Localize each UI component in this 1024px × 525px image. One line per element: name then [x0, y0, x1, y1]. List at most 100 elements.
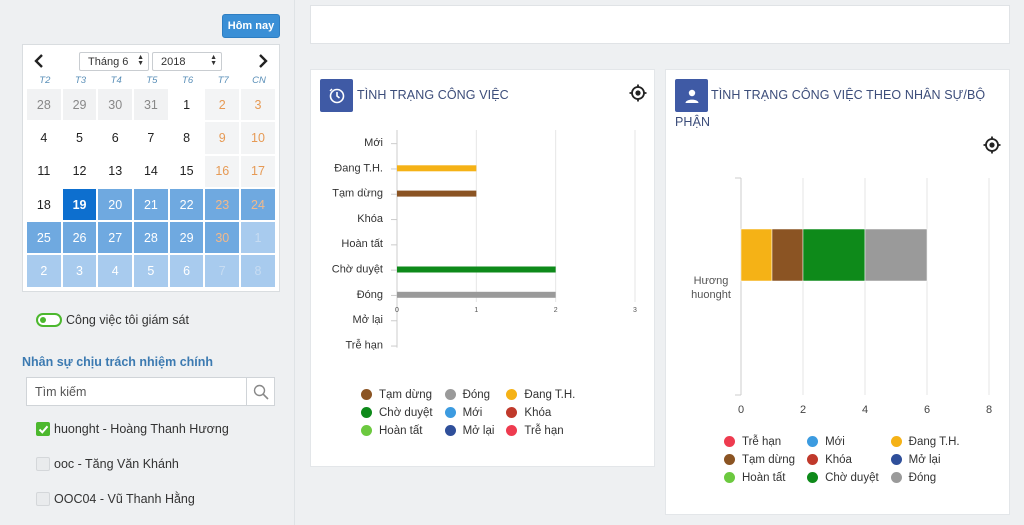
category-label: Mở lại	[353, 314, 383, 326]
calendar-day[interactable]: 25	[27, 222, 61, 254]
category-label: Chờ duyệt	[332, 264, 383, 276]
clock-icon	[320, 79, 353, 112]
legend-dot-icon	[444, 407, 456, 418]
calendar-day[interactable]: 16	[205, 155, 240, 187]
calendar-day[interactable]: 6	[169, 255, 204, 287]
legend-item[interactable]: Tạm dừng	[724, 451, 795, 468]
sidebar: Hôm nay Tháng 6 ▲ ▼ 2018 ▲ ▼ T2 T3 T4 T5 T6 T7 C…	[0, 0, 295, 525]
legend-label: Trễ hạn	[742, 435, 782, 448]
calendar-day[interactable]: 3	[241, 89, 275, 121]
legend-dot-icon	[444, 425, 456, 436]
calendar-day[interactable]: 4	[27, 122, 61, 154]
x-tick-label: 6	[924, 404, 930, 416]
calendar-day[interactable]: 5	[62, 122, 97, 154]
responsible-title: Nhân sự chịu trách nhiệm chính	[22, 355, 214, 369]
calendar-day[interactable]: 3	[62, 255, 97, 287]
calendar-day[interactable]: 7	[205, 255, 240, 287]
calendar-day[interactable]: 13	[98, 155, 133, 187]
legend-dot-icon	[506, 407, 518, 418]
locate-icon[interactable]	[629, 84, 647, 102]
legend-label: Tạm dừng	[742, 453, 796, 466]
x-tick-label: 0	[738, 404, 744, 416]
legend-item[interactable]: Tạm dừng	[361, 386, 433, 403]
calendar-day[interactable]: 7	[134, 122, 168, 154]
x-tick-label: 2	[554, 307, 558, 314]
calendar-day[interactable]: 10	[241, 122, 275, 154]
supervise-toggle[interactable]	[36, 313, 62, 327]
calendar-day[interactable]: 28	[134, 222, 168, 254]
calendar-day[interactable]: 24	[241, 188, 275, 221]
calendar-day[interactable]: 9	[205, 122, 240, 154]
legend-item[interactable]: Trễ hạn	[506, 422, 575, 439]
select-arrows-icon: ▲ ▼	[210, 54, 217, 67]
checkbox-checked-icon[interactable]	[36, 422, 50, 436]
legend-item[interactable]: Đóng	[444, 386, 495, 403]
calendar-day[interactable]: 1	[169, 89, 204, 121]
calendar-day[interactable]: 21	[134, 188, 168, 221]
month-select[interactable]: Tháng 6 ▲ ▼	[79, 52, 149, 71]
calendar-day[interactable]: 31	[134, 89, 168, 121]
weekday-label: T7	[217, 75, 229, 86]
calendar-day[interactable]: 26	[62, 222, 97, 254]
calendar-day[interactable]: 8	[169, 122, 204, 154]
legend-item[interactable]: Đóng	[890, 469, 960, 486]
calendar-day[interactable]: 12	[62, 155, 97, 187]
person-item[interactable]: ooc - Tăng Văn Khánh	[36, 457, 179, 471]
calendar-day[interactable]: 4	[98, 255, 133, 287]
calendar-day[interactable]: 22	[169, 188, 204, 221]
checkbox-icon[interactable]	[36, 492, 50, 506]
legend-item[interactable]: Khóa	[506, 404, 575, 421]
calendar-day[interactable]: 14	[134, 155, 168, 187]
legend-item[interactable]: Đang T.H.	[890, 433, 960, 450]
calendar-day[interactable]: 17	[241, 155, 275, 187]
legend-item[interactable]: Mới	[807, 433, 879, 450]
legend-item[interactable]: Chờ duyệt	[807, 469, 879, 486]
legend-item[interactable]: Hoàn tất	[361, 422, 433, 439]
stacked-bar-segment	[864, 228, 928, 282]
stacked-bar-segment	[802, 228, 866, 282]
prev-month-icon[interactable]	[27, 49, 51, 73]
year-select[interactable]: 2018 ▲ ▼	[152, 52, 222, 71]
search-icon[interactable]	[246, 378, 274, 405]
calendar-day[interactable]: 2	[27, 255, 61, 287]
calendar-day[interactable]: 29	[62, 89, 97, 121]
person-item[interactable]: OOC04 - Vũ Thanh Hằng	[36, 492, 195, 506]
legend-item[interactable]: Mở lại	[890, 451, 960, 468]
person-item[interactable]: huonght - Hoàng Thanh Hương	[36, 422, 229, 436]
legend-item[interactable]: Trễ hạn	[724, 433, 795, 450]
locate-icon[interactable]	[983, 136, 1001, 154]
legend-item[interactable]: Khóa	[807, 451, 879, 468]
checkbox-icon[interactable]	[36, 457, 50, 471]
calendar-day[interactable]: 18	[27, 188, 61, 221]
legend-dot-icon	[807, 454, 819, 465]
calendar-day-selected[interactable]: 19	[62, 188, 97, 221]
calendar-day[interactable]: 30	[205, 222, 240, 254]
top-bar	[310, 5, 1010, 44]
calendar-day[interactable]: 29	[169, 222, 204, 254]
legend-label: Tạm dừng	[379, 388, 433, 401]
search-input[interactable]	[27, 378, 242, 405]
search-box	[26, 377, 275, 406]
legend-item[interactable]: Chờ duyệt	[361, 404, 433, 421]
legend-item[interactable]: Hoàn tất	[724, 469, 795, 486]
calendar-day[interactable]: 11	[27, 155, 61, 187]
calendar-day[interactable]: 28	[27, 89, 61, 121]
legend-item[interactable]: Mở lại	[444, 422, 494, 439]
calendar-day[interactable]: 1	[241, 222, 275, 254]
next-month-icon[interactable]	[251, 49, 275, 73]
calendar-day[interactable]: 8	[241, 255, 275, 287]
calendar-day[interactable]: 23	[205, 188, 240, 221]
weekday-label: T4	[110, 75, 122, 86]
calendar-day[interactable]: 27	[98, 222, 133, 254]
legend-item[interactable]: Mới	[444, 404, 495, 421]
calendar-day[interactable]: 5	[134, 255, 168, 287]
today-button[interactable]: Hôm nay	[222, 14, 280, 38]
calendar-day[interactable]: 30	[98, 89, 133, 121]
calendar-day[interactable]: 6	[98, 122, 133, 154]
calendar-day[interactable]: 15	[169, 155, 204, 187]
calendar-day[interactable]: 20	[98, 188, 133, 221]
weekday-label: T3	[74, 75, 87, 86]
calendar-day[interactable]: 2	[205, 89, 240, 121]
legend-item[interactable]: Đang T.H.	[506, 386, 575, 403]
weekday-label: T2	[39, 75, 51, 86]
